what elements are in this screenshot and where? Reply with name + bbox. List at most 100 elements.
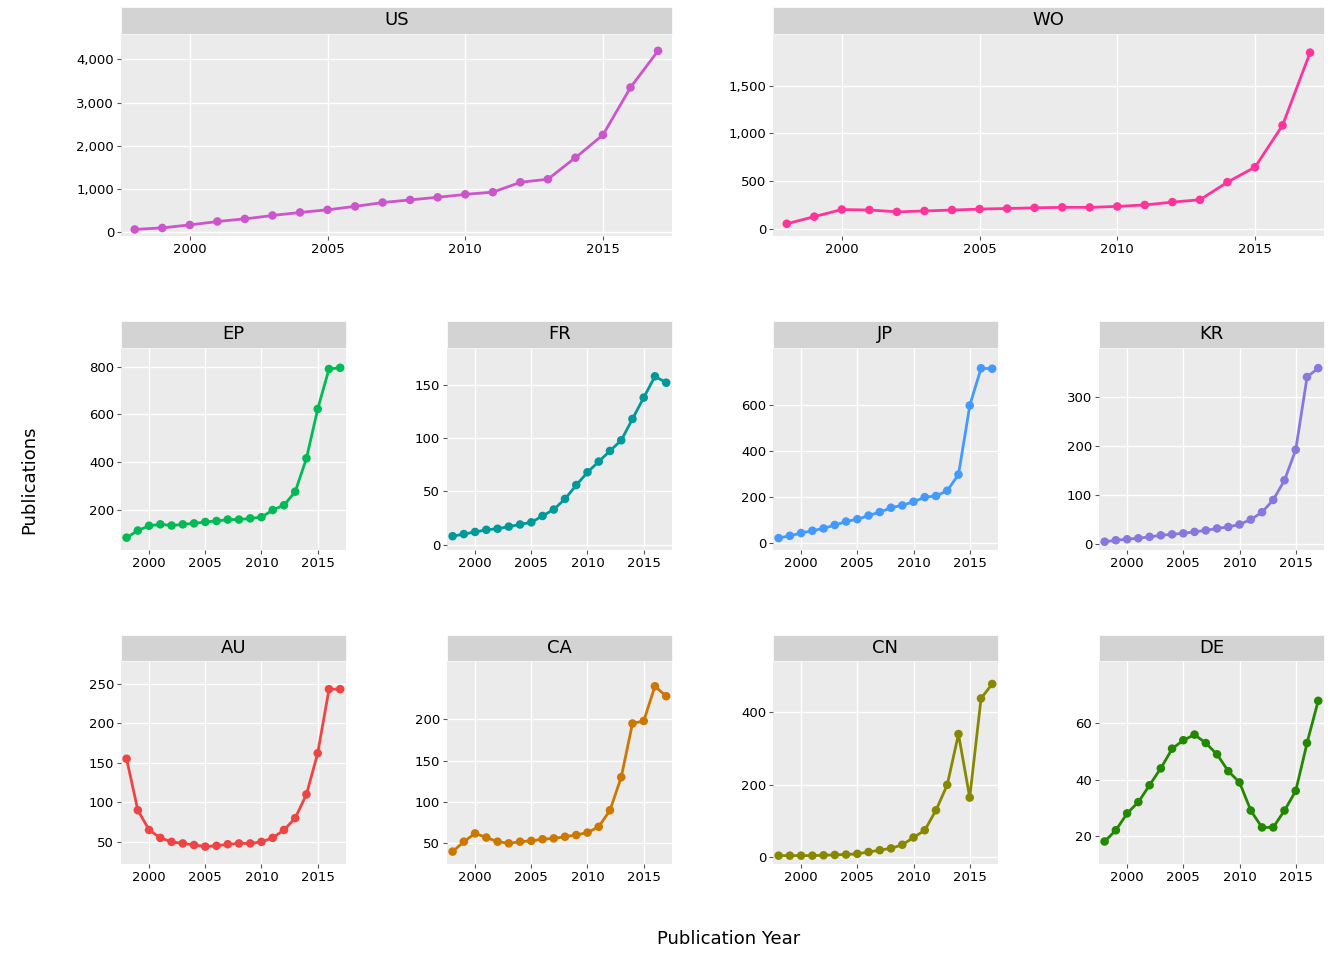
Point (1308, 361, 1329, 376)
Point (161, 517, 183, 533)
Point (239, 836, 261, 852)
Point (948, 727, 969, 742)
Point (289, 204, 310, 220)
Point (1251, 505, 1273, 520)
Point (857, 508, 879, 523)
Point (633, 390, 655, 405)
Point (914, 490, 935, 505)
Point (937, 778, 958, 793)
Point (648, 43, 669, 59)
Point (836, 847, 857, 862)
Text: WO: WO (1032, 12, 1064, 29)
Point (453, 834, 474, 850)
Point (464, 524, 485, 540)
Point (587, 819, 609, 834)
Point (1161, 741, 1183, 756)
Point (610, 770, 632, 785)
Point (1207, 747, 1228, 762)
Point (1172, 732, 1193, 748)
Point (610, 433, 632, 448)
Point (622, 716, 644, 732)
Point (251, 510, 273, 525)
Point (172, 836, 194, 852)
Point (780, 848, 801, 863)
Point (195, 839, 216, 854)
Point (1150, 760, 1172, 776)
Point (937, 483, 958, 498)
Point (970, 361, 992, 376)
Point (262, 207, 284, 223)
Point (149, 516, 171, 532)
Point (1138, 778, 1160, 793)
Point (1296, 370, 1317, 385)
Point (1150, 528, 1172, 543)
Point (622, 411, 644, 426)
Point (172, 516, 194, 532)
Point (599, 444, 621, 459)
Point (1138, 529, 1160, 544)
Point (234, 211, 255, 227)
Point (1218, 763, 1239, 779)
Point (969, 202, 991, 217)
Point (1189, 192, 1211, 207)
Point (1218, 519, 1239, 535)
Point (206, 838, 227, 853)
Point (442, 529, 464, 544)
Point (317, 203, 339, 218)
Point (620, 80, 641, 95)
Point (767, 531, 789, 546)
Text: US: US (384, 12, 409, 29)
Point (790, 525, 812, 540)
Point (1308, 693, 1329, 708)
Point (804, 209, 825, 225)
Text: Publication Year: Publication Year (657, 930, 800, 948)
Point (116, 530, 137, 545)
Point (981, 361, 1003, 376)
Point (216, 836, 238, 852)
Point (981, 676, 1003, 691)
Point (566, 828, 587, 843)
Point (914, 823, 935, 838)
Point (149, 830, 171, 846)
Point (138, 823, 160, 838)
Point (128, 803, 149, 818)
Point (296, 786, 317, 802)
Point (319, 682, 340, 697)
Point (577, 465, 598, 480)
Point (1296, 735, 1317, 751)
Point (543, 830, 564, 846)
Text: AU: AU (220, 639, 246, 657)
Point (296, 450, 317, 466)
Point (1184, 524, 1206, 540)
Point (138, 518, 160, 534)
Point (306, 746, 328, 761)
Point (656, 375, 677, 391)
Point (880, 841, 902, 856)
Point (487, 834, 508, 850)
Point (554, 492, 575, 507)
Point (228, 836, 250, 852)
Point (1079, 200, 1101, 215)
Point (216, 512, 238, 527)
Point (1228, 516, 1250, 532)
Point (399, 192, 421, 207)
Point (836, 514, 857, 529)
Point (1228, 775, 1250, 790)
Point (464, 826, 485, 841)
Point (482, 184, 504, 200)
Point (206, 514, 227, 529)
Point (566, 477, 587, 492)
Point (183, 516, 204, 531)
Point (1051, 200, 1073, 215)
Point (1184, 727, 1206, 742)
Point (587, 454, 609, 469)
Point (1128, 531, 1149, 546)
Point (273, 497, 294, 513)
Text: KR: KR (1199, 325, 1223, 343)
Point (813, 848, 835, 863)
Point (124, 222, 145, 237)
Point (554, 829, 575, 845)
Point (487, 521, 508, 537)
Point (1117, 805, 1138, 821)
Point (161, 834, 183, 850)
